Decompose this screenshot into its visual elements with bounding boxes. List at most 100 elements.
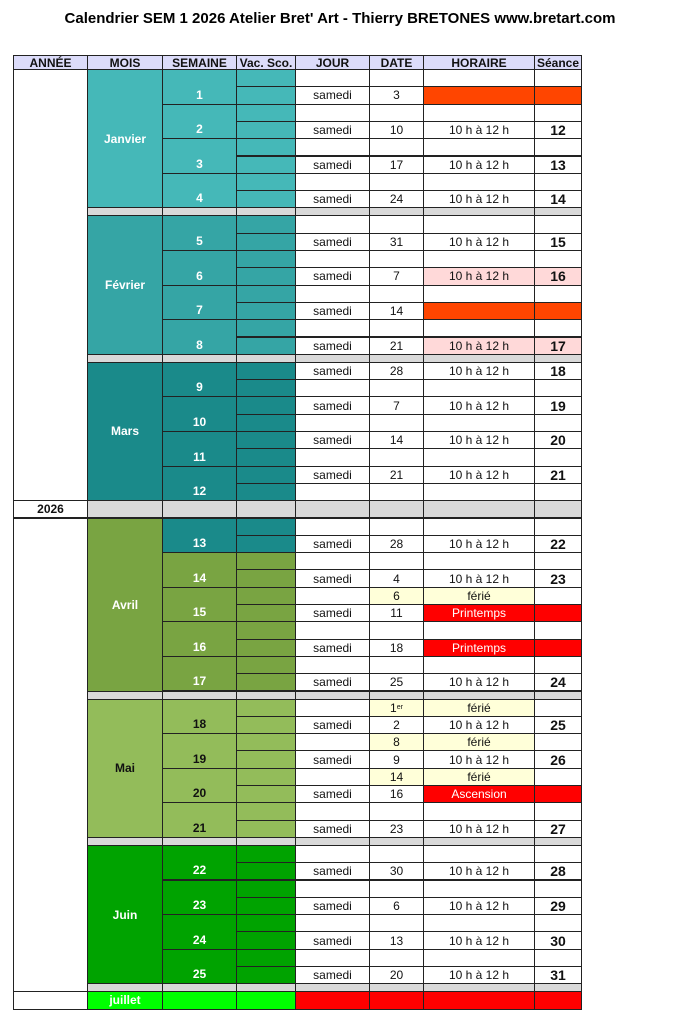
vac-sco-cell <box>236 879 296 898</box>
date-cell <box>369 552 424 571</box>
vac-sco-cell <box>236 215 296 234</box>
seance-cell: 24 <box>534 673 582 692</box>
date-cell: 31 <box>369 232 424 251</box>
date-cell <box>369 844 424 864</box>
seance-cell <box>534 698 582 717</box>
jour-cell: samedi <box>295 569 370 588</box>
month-cell: Mai <box>87 698 163 838</box>
seance-cell <box>534 552 582 571</box>
date-value: 8 <box>393 735 400 750</box>
vac-sco-cell <box>236 336 296 355</box>
date-cell <box>369 138 424 157</box>
jour-cell: samedi <box>295 673 370 692</box>
jour-cell <box>295 482 370 502</box>
jour-cell <box>295 767 370 786</box>
year-row-cell <box>369 500 424 519</box>
seance-cell <box>534 250 582 269</box>
jour-cell <box>295 586 370 605</box>
seance-cell: 13 <box>534 155 582 174</box>
date-cell: 4 <box>369 569 424 588</box>
jour-cell: samedi <box>295 931 370 950</box>
jour-cell <box>295 844 370 864</box>
horaire-cell: 10 h à 12 h <box>423 896 535 916</box>
seance-cell: 12 <box>534 120 582 140</box>
week-number: 7 <box>162 284 237 321</box>
date-cell: 28 <box>369 534 424 554</box>
seance-cell: 14 <box>534 190 582 209</box>
date-value: 2 <box>393 717 400 732</box>
annee-cell <box>13 991 88 1010</box>
horaire-cell: férié <box>423 733 535 752</box>
vac-sco-cell <box>236 190 296 209</box>
year-row-cell <box>295 500 370 519</box>
horaire-cell: 10 h à 12 h <box>423 120 535 140</box>
date-value: 6 <box>393 588 400 603</box>
week-number: 25 <box>162 948 237 985</box>
jour-cell: samedi <box>295 465 370 484</box>
week-cell <box>162 991 237 1010</box>
month-cell: Juin <box>87 844 163 985</box>
date-value: 17 <box>389 157 404 172</box>
week-number: 9 <box>162 361 237 398</box>
jour-cell: samedi <box>295 896 370 916</box>
week-number: 23 <box>162 879 237 916</box>
vac-sco-cell <box>236 552 296 571</box>
horaire-cell <box>423 655 535 675</box>
header-seance: Séance <box>534 55 582 70</box>
jour-cell <box>295 733 370 752</box>
horaire-cell <box>423 844 535 864</box>
week-number: 22 <box>162 844 237 881</box>
vac-sco-cell <box>236 361 296 381</box>
vac-sco-cell <box>236 172 296 192</box>
month-cell: Janvier <box>87 69 163 209</box>
jour-cell: samedi <box>295 715 370 735</box>
date-value: 21 <box>389 338 404 353</box>
horaire-cell: 10 h à 12 h <box>423 966 535 985</box>
seance-cell <box>534 482 582 502</box>
date-cell <box>369 448 424 467</box>
horaire-cell: 10 h à 12 h <box>423 267 535 286</box>
jour-cell: samedi <box>295 232 370 251</box>
horaire-cell <box>423 379 535 398</box>
jour-cell <box>295 172 370 192</box>
week-number: 14 <box>162 552 237 588</box>
vac-sco-cell <box>236 655 296 675</box>
jour-cell <box>295 621 370 640</box>
seance-cell <box>534 517 582 536</box>
horaire-cell: 10 h à 12 h <box>423 431 535 450</box>
header-vac-sco: Vac. Sco. <box>236 55 296 70</box>
date-value: 10 <box>389 123 404 138</box>
jour-cell <box>295 284 370 303</box>
vac-sco-cell <box>236 379 296 398</box>
vac-sco-cell <box>236 69 296 88</box>
annee-cell <box>13 517 88 993</box>
vac-sco-cell <box>236 319 296 338</box>
month-cell: juillet <box>87 991 163 1010</box>
year-row-cell <box>87 500 163 519</box>
jour-cell: samedi <box>295 750 370 769</box>
jour-cell <box>295 379 370 398</box>
date-value: 1 <box>390 700 397 715</box>
date-value: 24 <box>389 192 404 207</box>
date-cell <box>369 621 424 640</box>
date-cell <box>369 802 424 821</box>
vac-sco-cell <box>236 250 296 269</box>
date-cell <box>369 103 424 122</box>
week-number: 19 <box>162 733 237 769</box>
date-value: 23 <box>389 821 404 836</box>
week-number: 5 <box>162 215 237 251</box>
date-cell: 7 <box>369 396 424 415</box>
horaire-cell <box>423 215 535 234</box>
vac-sco-cell <box>236 621 296 640</box>
date-cell: 11 <box>369 604 424 623</box>
week-number: 24 <box>162 914 237 950</box>
vac-sco-cell <box>236 569 296 588</box>
jour-cell: samedi <box>295 966 370 985</box>
seance-cell: 18 <box>534 361 582 381</box>
jour-cell: samedi <box>295 336 370 355</box>
seance-cell: 22 <box>534 534 582 554</box>
jour-cell: samedi <box>295 534 370 554</box>
horaire-cell: 10 h à 12 h <box>423 715 535 735</box>
seance-cell: 30 <box>534 931 582 950</box>
date-cell: 20 <box>369 966 424 985</box>
